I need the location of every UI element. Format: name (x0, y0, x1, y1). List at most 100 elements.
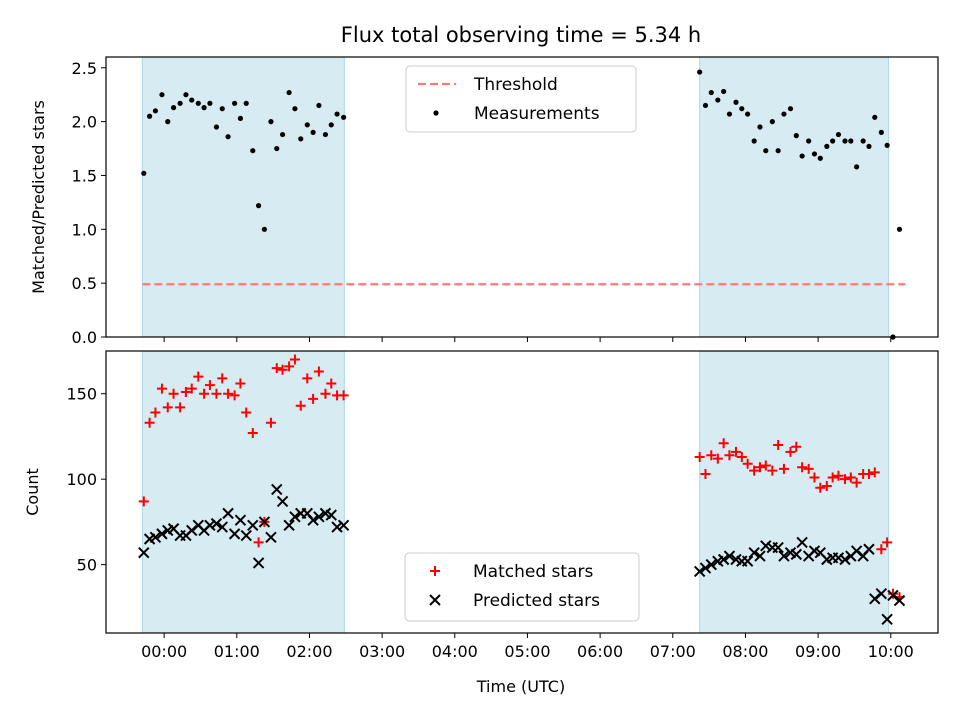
top-measurements-point (757, 124, 763, 130)
bottom-matched-stars-point (308, 393, 319, 404)
top-legend: Threshold Measurements (405, 65, 637, 133)
bottom-predicted-stars-point (138, 546, 150, 559)
top-measurements-point (237, 115, 244, 121)
bottom-matched-stars-point (289, 354, 300, 365)
bottom-predicted-stars-point (337, 519, 350, 532)
bottom-x-tick-label: 02:00 (286, 642, 332, 661)
top-measurements-point (183, 92, 189, 98)
top-measurements-point (141, 170, 147, 176)
bottom-legend: Matched stars Predicted stars (404, 552, 640, 622)
top-measurements-point (811, 151, 818, 157)
bottom-x-tick-label: 08:00 (722, 642, 768, 661)
top-measurements-point (787, 106, 794, 112)
bottom-matched-stars-point (217, 373, 228, 384)
bottom-panel-counts: 50 100 150 00:00 01:00 02:00 03:00 04:00 05:00 06… (23, 350, 939, 661)
bottom-matched-stars-point (724, 450, 735, 461)
bottom-legend-box (404, 552, 640, 622)
bottom-matched-stars-point (326, 378, 337, 389)
bottom-matched-stars-point (247, 428, 258, 439)
bottom-predicted-stars-point (863, 543, 875, 555)
bottom-matched-stars-point (175, 402, 186, 413)
top-measurements-point (213, 124, 220, 130)
bottom-matched-stars-point (785, 446, 796, 457)
top-measurements-point (830, 138, 836, 144)
bottom-matched-stars-point (760, 460, 771, 471)
bottom-legend-label: Matched stars (473, 562, 593, 582)
top-measurements-point (745, 111, 751, 117)
bottom-predicted-stars-point (276, 495, 289, 508)
bottom-matched-stars-point (821, 481, 832, 492)
bottom-matched-stars-point (767, 465, 778, 476)
bottom-matched-stars-point (869, 467, 880, 478)
bottom-matched-stars-point (229, 390, 240, 401)
bottom-x-tick-label: 09:00 (795, 642, 841, 661)
bottom-matched-stars-point (277, 364, 288, 375)
bottom-y-axis-label: Count (23, 468, 42, 516)
bottom-predicted-stars-point (723, 550, 736, 562)
top-measurements-point (201, 105, 207, 111)
top-measurements-point (702, 102, 709, 109)
bottom-matched-stars-point (833, 470, 844, 481)
top-measurements-point (775, 148, 781, 154)
top-measurements-point (848, 138, 854, 144)
top-measurements-point (726, 111, 733, 117)
top-measurements-point (310, 129, 316, 135)
top-measurements-point (322, 131, 329, 138)
bottom-matched-stars-point (815, 482, 826, 493)
bottom-legend-label: Predicted stars (473, 591, 600, 611)
bottom-predicted-stars-point (283, 519, 295, 532)
top-measurements-point (866, 143, 872, 149)
top-axes-frame (105, 56, 939, 338)
top-observing-window-1 (141, 56, 345, 338)
top-measurements-point (298, 136, 304, 142)
bottom-predicted-stars-point (271, 483, 283, 496)
top-observing-window-2 (699, 56, 890, 338)
bottom-matched-stars-point (265, 417, 276, 428)
bottom-predicted-stars-point (754, 550, 766, 562)
bottom-predicted-stars-point (790, 548, 803, 561)
bottom-matched-stars-point (797, 462, 808, 473)
bottom-x-tick-label: 00:00 (141, 642, 187, 661)
top-measurements-point (304, 122, 310, 128)
bottom-predicted-stars-point (760, 540, 772, 552)
bottom-predicted-stars-point (699, 562, 712, 574)
top-measurements-point (884, 142, 890, 148)
bottom-matched-stars-point (882, 537, 893, 548)
bottom-predicted-stars-point (149, 531, 162, 543)
bottom-matched-stars-point (313, 366, 324, 377)
top-measurements-point (715, 97, 721, 103)
top-measurements-point (177, 100, 183, 106)
top-measurements-point (189, 97, 195, 103)
bottom-predicted-stars-point (258, 516, 271, 528)
top-measurements-point (250, 148, 256, 154)
bottom-predicted-stars-point (325, 509, 337, 521)
legend-measurements-swatch (433, 110, 439, 116)
bottom-x-tick-label: 03:00 (359, 642, 405, 661)
bottom-y-tick-label: 100 (66, 470, 97, 489)
top-measurements-point (721, 88, 727, 95)
bottom-predicted-stars-point (307, 514, 319, 526)
bottom-predicted-stars-point (210, 517, 223, 530)
top-measurements-point (268, 119, 274, 125)
bottom-predicted-stars-point (204, 519, 216, 532)
bottom-matched-stars-point (295, 400, 306, 411)
bottom-predicted-stars-point (741, 555, 754, 567)
top-measurements-point (878, 129, 884, 135)
bottom-y-tick-label: 150 (66, 385, 97, 404)
top-measurements-point (708, 89, 714, 96)
top-measurements-point (835, 131, 842, 138)
bottom-predicted-stars-point (893, 594, 906, 607)
bottom-matched-stars-point (168, 388, 179, 399)
bottom-predicted-stars-point (240, 529, 252, 542)
bottom-matched-stars-point (211, 388, 222, 399)
bottom-predicted-stars-point (228, 528, 241, 540)
legend-matched-swatch (430, 566, 440, 576)
top-measurements-point (799, 153, 805, 159)
top-measurements-point (896, 226, 903, 232)
top-y-tick-label: 1.0 (72, 220, 97, 239)
top-measurements-point (292, 106, 298, 112)
bottom-matched-stars-point (235, 378, 246, 389)
top-measurements-point (769, 119, 775, 125)
top-measurements-point (225, 134, 231, 140)
bottom-predicted-stars-point (265, 531, 277, 543)
